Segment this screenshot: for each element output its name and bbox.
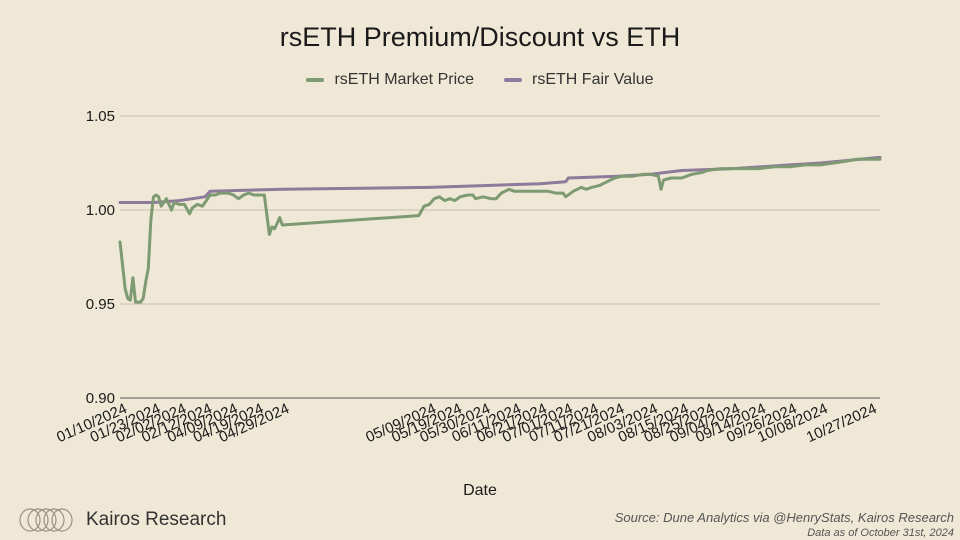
legend: rsETH Market Price rsETH Fair Value <box>0 71 960 89</box>
x-axis-ticks: 01/10/202401/23/202402/02/202402/12/2024… <box>54 400 879 446</box>
legend-item-market: rsETH Market Price <box>306 71 474 89</box>
y-tick-label: 0.90 <box>86 390 115 407</box>
brand: Kairos Research <box>18 507 226 533</box>
source-note: Source: Dune Analytics via @HenryStats, … <box>615 510 954 539</box>
series-line-market-price <box>118 157 882 304</box>
kairos-rings-logo-icon <box>19 508 73 532</box>
legend-item-fair: rsETH Fair Value <box>504 71 654 89</box>
y-tick-label: 1.00 <box>86 202 115 219</box>
source-line: Source: Dune Analytics via @HenryStats, … <box>614 510 954 525</box>
y-tick-label: 1.05 <box>86 108 115 125</box>
chart-title: rsETH Premium/Discount vs ETH <box>279 22 681 52</box>
legend-swatch-fair <box>504 78 523 82</box>
y-tick-label: 0.95 <box>86 296 115 313</box>
grid-lines <box>120 115 880 399</box>
y-axis-ticks: 0.90 0.95 1.00 1.05 <box>86 108 115 407</box>
legend-label-fair: rsETH Fair Value <box>532 71 654 88</box>
data-date-line: Data as of October 31st, 2024 <box>807 527 954 539</box>
legend-label-market: rsETH Market Price <box>334 71 475 88</box>
x-axis-label: Date <box>463 482 497 499</box>
brand-name: Kairos Research <box>86 509 227 530</box>
series-lines <box>118 155 882 304</box>
legend-swatch-market <box>306 78 325 82</box>
